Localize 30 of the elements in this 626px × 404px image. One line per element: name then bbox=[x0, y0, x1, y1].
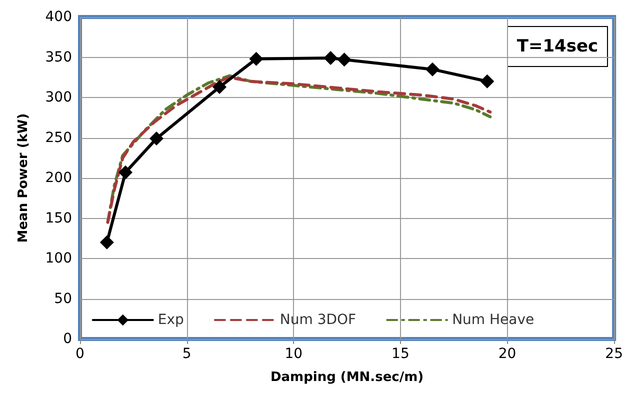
y-tick-label: 50 bbox=[54, 290, 72, 307]
point bbox=[337, 52, 352, 67]
point bbox=[212, 80, 227, 94]
x-axis-title: Damping (MN.sec/m) bbox=[270, 370, 424, 385]
legend-label: Num 3DOF bbox=[280, 312, 356, 328]
point bbox=[480, 74, 494, 88]
legend-label: Num Heave bbox=[452, 312, 534, 328]
x-tick-label: 0 bbox=[76, 346, 84, 362]
point bbox=[100, 235, 114, 250]
y-tick-label: 100 bbox=[45, 250, 72, 266]
point bbox=[249, 52, 264, 66]
y-tick-label: 200 bbox=[45, 170, 72, 186]
legend-label: Exp bbox=[158, 312, 184, 328]
x-tick-label: 20 bbox=[498, 346, 516, 362]
y-tick-label: 150 bbox=[45, 210, 72, 226]
y-tick-label: 250 bbox=[45, 130, 72, 146]
y-tick-label: 300 bbox=[45, 90, 72, 106]
y-tick-label: 0 bbox=[63, 331, 72, 347]
point bbox=[118, 165, 133, 180]
x-tick-label: 10 bbox=[284, 346, 303, 362]
x-tick-label: 15 bbox=[392, 346, 410, 362]
x-tick-label: 25 bbox=[605, 346, 624, 362]
x-tick-label: 5 bbox=[182, 346, 192, 362]
point bbox=[149, 132, 164, 146]
y-tick-label: 400 bbox=[45, 9, 72, 25]
point bbox=[426, 62, 440, 76]
y-axis-title: Mean Power (kW) bbox=[16, 113, 31, 243]
y-tick-label: 350 bbox=[45, 49, 72, 66]
annotation: T=14sec bbox=[516, 36, 598, 56]
point bbox=[324, 51, 338, 66]
